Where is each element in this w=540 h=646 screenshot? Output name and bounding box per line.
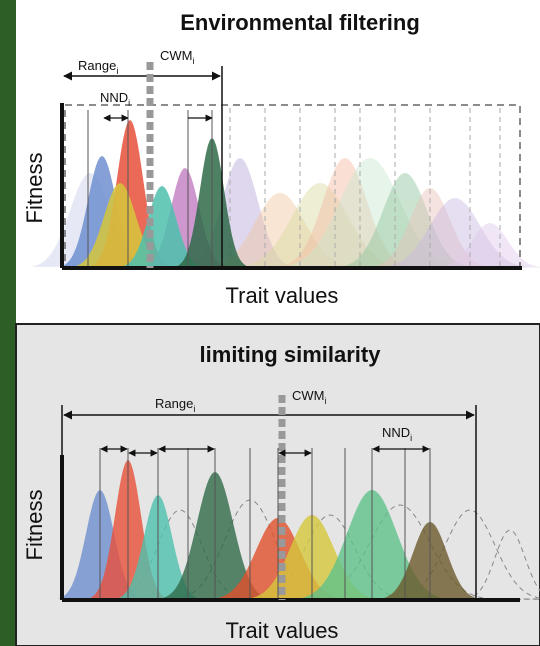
- dashed-curve: [309, 504, 491, 600]
- faded-curve: [436, 223, 540, 268]
- background-strip: [0, 0, 16, 646]
- nnd-text: NND: [100, 90, 128, 105]
- panel-title: Environmental filtering: [180, 10, 420, 35]
- cwm-text: CWM: [292, 388, 325, 403]
- faded-curve: [339, 173, 471, 267]
- range-subscript: i: [116, 66, 118, 76]
- range-label: Rangei: [155, 396, 195, 414]
- nnd-label: NNDi: [100, 90, 130, 108]
- y-axis-label: Fitness: [22, 490, 47, 561]
- species-curve: [120, 186, 204, 268]
- nnd-subscript: i: [128, 98, 130, 108]
- x-axis-label: Trait values: [226, 283, 339, 308]
- curves: [30, 108, 540, 600]
- x-axis-label: Trait values: [226, 618, 339, 643]
- nnd-label: NNDi: [382, 425, 412, 443]
- y-axis-label: Fitness: [22, 153, 47, 224]
- dashed-curve: [464, 529, 540, 600]
- faded-curve: [279, 158, 411, 267]
- cwm-subscript: i: [325, 396, 327, 406]
- nnd-arrows: [100, 445, 430, 457]
- top-panel: [16, 0, 540, 324]
- range-subscript: i: [193, 404, 195, 414]
- faded-curve: [280, 158, 460, 267]
- range-text: Range: [155, 396, 193, 411]
- cwm-label: CWMi: [292, 388, 327, 406]
- cwm-label: CWMi: [160, 48, 195, 66]
- range-label: Rangei: [78, 58, 118, 76]
- nnd-subscript: i: [410, 433, 412, 443]
- faded-curve: [205, 193, 355, 268]
- faded-curve: [380, 198, 530, 268]
- panel-title: limiting similarity: [200, 342, 382, 367]
- range-text: Range: [78, 58, 116, 73]
- cwm-text: CWM: [160, 48, 193, 63]
- nnd-text: NND: [382, 425, 410, 440]
- faded-curve: [236, 183, 404, 268]
- cwm-subscript: i: [193, 56, 195, 66]
